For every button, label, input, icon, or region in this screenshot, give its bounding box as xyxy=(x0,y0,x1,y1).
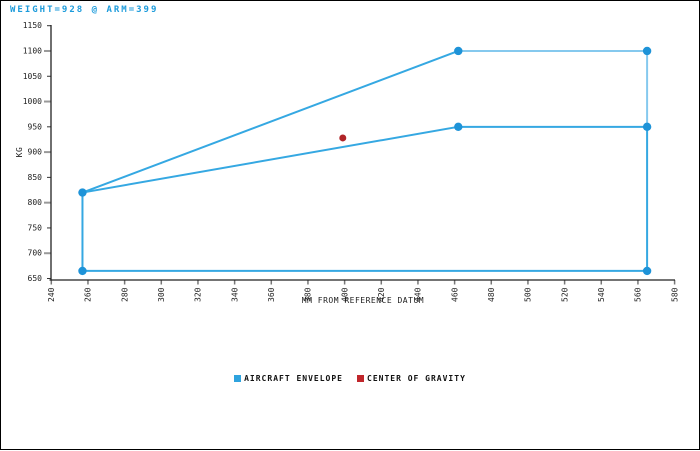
svg-text:420: 420 xyxy=(377,287,386,302)
envelope-vertex-marker xyxy=(642,46,652,56)
envelope-vertex-marker xyxy=(454,46,463,56)
svg-text:950: 950 xyxy=(28,122,43,131)
svg-text:340: 340 xyxy=(230,287,239,302)
envelope-vertex-marker xyxy=(78,188,87,197)
svg-text:750: 750 xyxy=(28,223,43,232)
x-axis-title: MM FROM REFERENCE DATUM xyxy=(302,296,424,305)
svg-text:280: 280 xyxy=(120,287,129,302)
center-of-gravity-marker xyxy=(339,134,347,142)
svg-text:260: 260 xyxy=(84,287,93,302)
svg-text:500: 500 xyxy=(524,287,533,302)
y-axis-title: KG xyxy=(15,147,24,158)
svg-text:580: 580 xyxy=(670,287,679,302)
svg-text:300: 300 xyxy=(157,287,166,302)
svg-text:440: 440 xyxy=(414,287,423,302)
envelope-swatch-icon xyxy=(234,375,242,382)
svg-text:540: 540 xyxy=(597,287,606,302)
svg-text:800: 800 xyxy=(28,198,43,207)
cg-swatch-icon xyxy=(357,375,364,382)
svg-text:380: 380 xyxy=(304,287,313,302)
svg-text:700: 700 xyxy=(28,249,43,258)
svg-text:360: 360 xyxy=(267,287,276,302)
envelope-vertex-marker xyxy=(642,122,652,132)
svg-text:850: 850 xyxy=(28,173,43,182)
weight-arm-readout: WEIGHT=928 @ ARM=399 xyxy=(10,5,159,15)
svg-text:520: 520 xyxy=(560,287,569,302)
svg-text:1000: 1000 xyxy=(23,97,42,106)
svg-text:900: 900 xyxy=(28,148,43,157)
svg-text:240: 240 xyxy=(47,287,56,302)
svg-text:320: 320 xyxy=(194,287,203,302)
svg-text:560: 560 xyxy=(634,287,643,302)
svg-text:400: 400 xyxy=(340,287,349,302)
legend-label: AIRCRAFT ENVELOPE xyxy=(244,374,343,383)
envelope-vertex-marker xyxy=(454,122,463,132)
chart-legend: AIRCRAFT ENVELOPE CENTER OF GRAVITY xyxy=(1,374,699,383)
svg-text:480: 480 xyxy=(487,287,496,302)
envelope-vertex-marker xyxy=(78,266,87,276)
legend-item-center-of-gravity[interactable]: CENTER OF GRAVITY xyxy=(357,374,466,383)
envelope-vertex-marker xyxy=(642,266,652,276)
svg-text:1050: 1050 xyxy=(23,72,42,81)
legend-label: CENTER OF GRAVITY xyxy=(367,374,466,383)
legend-item-aircraft-envelope[interactable]: AIRCRAFT ENVELOPE xyxy=(234,374,343,383)
svg-text:1150: 1150 xyxy=(23,21,42,30)
svg-text:650: 650 xyxy=(28,274,43,283)
svg-text:460: 460 xyxy=(450,287,459,302)
svg-text:1100: 1100 xyxy=(23,46,42,55)
